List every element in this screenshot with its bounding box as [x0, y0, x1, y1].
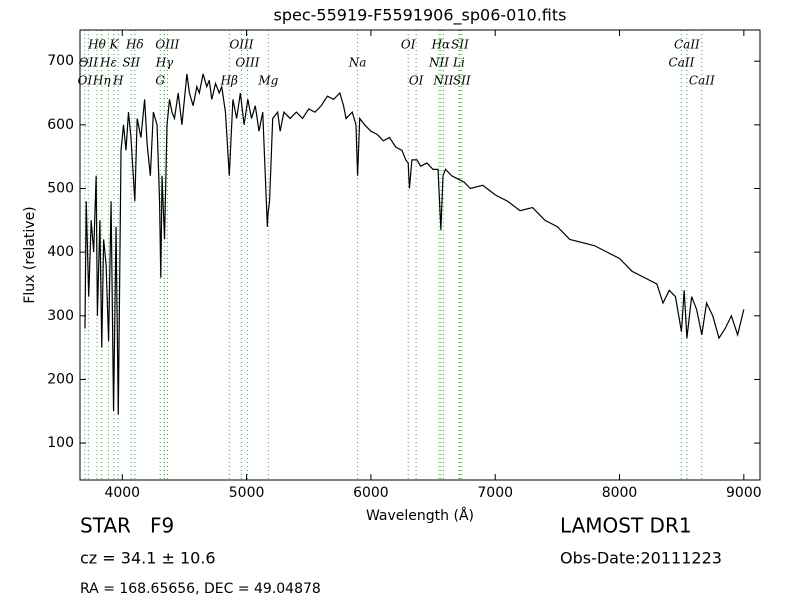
y-tick-label: 200	[47, 371, 74, 387]
spectral-line-label: Hη	[92, 74, 111, 88]
survey: LAMOST DR1	[560, 514, 692, 538]
spectral-line-label: CaII	[669, 56, 695, 70]
plot-frame	[79, 29, 761, 481]
redshift: cz = 34.1 ± 10.6	[80, 549, 216, 568]
chart-title: spec-55919-F5591906_sp06-010.fits	[274, 6, 567, 26]
x-tick-label: 8000	[602, 485, 638, 501]
y-axis-label: Flux (relative)	[22, 206, 38, 303]
spectral-line-label: OI	[409, 74, 424, 88]
spectral-line-label: Hθ	[87, 38, 106, 52]
y-tick-label: 400	[47, 244, 74, 260]
spectral-line-label: OIII	[155, 38, 179, 52]
y-tick-label: 600	[47, 117, 74, 133]
x-tick-label: 7000	[477, 485, 513, 501]
spectral-line-label: CaII	[674, 38, 700, 52]
spectral-line-label: Hδ	[125, 38, 144, 52]
coordinates: RA = 168.65656, DEC = 49.04878	[80, 581, 321, 597]
y-tick-label: 700	[47, 53, 74, 69]
spectral-line-label: SII	[451, 38, 469, 52]
x-axis-label: Wavelength (Å)	[366, 507, 474, 524]
spectral-line-label: NII	[428, 56, 449, 70]
spectral-line-label: NII	[432, 74, 453, 88]
spectral-line-label: Hβ	[220, 74, 238, 88]
spectral-line-label: OII	[79, 56, 99, 70]
spectral-line-label: Li	[452, 56, 465, 70]
obs-date: Obs-Date:20111223	[560, 549, 722, 568]
spectral-line-label: Hε	[99, 56, 117, 70]
spectral-line-label: Hα	[431, 38, 451, 52]
spectral-line-label: OIII	[229, 38, 253, 52]
spectral-line-label: OI	[78, 74, 93, 88]
y-tick-label: 500	[47, 180, 74, 196]
spectral-line-label: SII	[122, 56, 140, 70]
spectral-line-label: G	[155, 74, 165, 88]
y-tick-label: 100	[47, 435, 74, 451]
x-tick-label: 9000	[726, 485, 762, 501]
x-tick-label: 4000	[104, 485, 140, 501]
y-tick-label: 300	[47, 308, 74, 324]
spectral-line-label: K	[108, 38, 119, 52]
spectral-line-label: Mg	[257, 74, 278, 88]
spectral-line-label: CaII	[689, 74, 715, 88]
spectral-line-label: SII	[453, 74, 471, 88]
x-tick-label: 6000	[353, 485, 389, 501]
spectral-line-label: OI	[401, 38, 416, 52]
x-tick-label: 5000	[229, 485, 265, 501]
spectral-line-label: OIII	[235, 56, 259, 70]
spectrum-line	[84, 73, 745, 415]
star-class: STAR F9	[80, 514, 174, 538]
spectral-line-label: H	[112, 74, 124, 88]
spectral-line-label: Na	[348, 56, 367, 70]
spectral-line-label: Hγ	[155, 56, 174, 70]
